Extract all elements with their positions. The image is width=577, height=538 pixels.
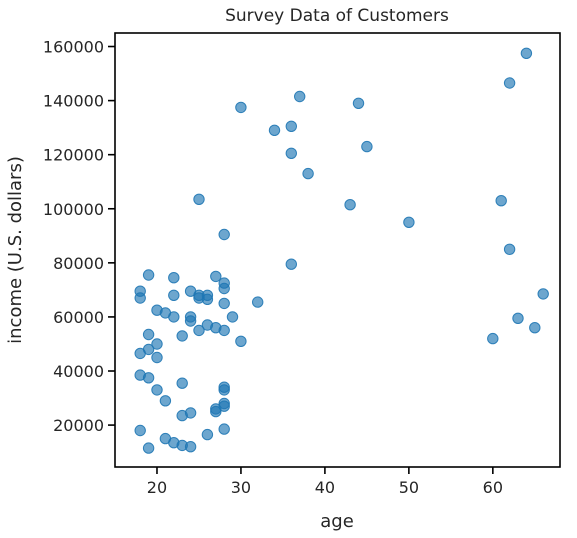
- data-point: [193, 324, 205, 337]
- plot-frame: [114, 32, 561, 468]
- y-tick-label: 80000: [53, 254, 104, 273]
- y-tick-label: 60000: [53, 308, 104, 327]
- data-point: [218, 324, 230, 337]
- data-point: [520, 47, 533, 59]
- data-point: [134, 424, 146, 437]
- data-point: [142, 372, 155, 384]
- data-point: [176, 330, 188, 342]
- data-point: [503, 243, 516, 256]
- data-point: [235, 335, 247, 347]
- data-point: [184, 315, 197, 327]
- data-point: [210, 405, 222, 418]
- data-point: [142, 269, 155, 281]
- data-point: [487, 332, 499, 345]
- y-axis-label: income (U.S. dollars): [5, 156, 26, 344]
- data-point: [268, 124, 281, 137]
- data-point: [168, 289, 180, 301]
- data-point: [529, 322, 541, 334]
- data-point: [218, 228, 230, 241]
- data-point: [495, 195, 507, 207]
- data-point: [218, 423, 230, 435]
- data-point: [201, 293, 214, 305]
- data-point: [142, 328, 155, 341]
- data-point: [201, 428, 214, 441]
- data-point: [226, 311, 239, 323]
- data-point: [252, 296, 264, 308]
- data-point: [151, 338, 163, 350]
- y-tick-label: 20000: [53, 416, 104, 435]
- data-point: [151, 384, 163, 396]
- data-point: [361, 140, 373, 153]
- data-point: [503, 77, 516, 89]
- data-point: [352, 97, 365, 110]
- data-points: [134, 47, 549, 454]
- data-point: [218, 297, 230, 310]
- data-point: [302, 167, 314, 180]
- data-point: [285, 258, 297, 270]
- data-point: [285, 147, 297, 160]
- data-point: [344, 199, 356, 211]
- y-tick-label: 100000: [43, 200, 104, 219]
- data-point: [184, 407, 197, 419]
- data-point: [218, 400, 230, 412]
- data-point: [134, 292, 146, 304]
- data-point: [168, 272, 180, 284]
- y-tick-label: 120000: [43, 146, 104, 165]
- data-point: [151, 351, 163, 364]
- data-point: [142, 442, 155, 454]
- data-point: [218, 282, 230, 295]
- x-tick-label: 60: [483, 478, 503, 497]
- data-point: [537, 288, 549, 300]
- x-axis-label: age: [320, 511, 354, 532]
- y-tick-label: 140000: [43, 92, 104, 111]
- data-point: [159, 395, 172, 407]
- data-point: [285, 120, 297, 133]
- data-point: [512, 312, 524, 324]
- data-point: [176, 377, 188, 389]
- data-point: [193, 193, 205, 206]
- data-point: [218, 384, 230, 396]
- x-tick-label: 40: [315, 478, 335, 497]
- data-point: [294, 90, 306, 103]
- y-axis: 20000 40000 60000 80000 100000 120000 140000 16…: [43, 38, 115, 435]
- chart-title: Survey Data of Customers: [225, 6, 449, 26]
- data-point: [142, 343, 155, 356]
- data-point: [210, 270, 222, 283]
- data-point: [184, 441, 197, 453]
- x-axis: 20 30 40 50 60: [147, 467, 503, 497]
- data-point: [168, 311, 180, 323]
- x-tick-label: 50: [399, 478, 419, 497]
- x-tick-label: 30: [231, 478, 251, 497]
- y-tick-label: 160000: [43, 38, 104, 57]
- x-tick-label: 20: [147, 478, 167, 497]
- data-point: [235, 101, 247, 114]
- y-tick-label: 40000: [53, 362, 104, 381]
- data-point: [403, 216, 415, 229]
